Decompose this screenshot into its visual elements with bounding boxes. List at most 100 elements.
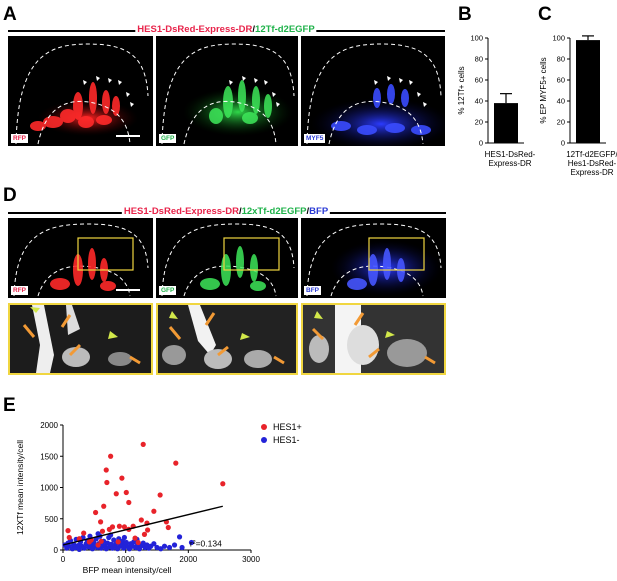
scatter-point-hes1-pos-36 [220,481,226,487]
panel-d-title: HES1-DsRed-Express-DR/12xTf-d2EGFP/BFP [121,206,331,217]
scatter-point-hes1-pos-16 [109,524,116,530]
scatter-point-hes1-pos-18 [115,539,121,545]
chart-b-ytick-label-60: 60 [475,76,483,85]
chart-b-category-line-1: Express-DR [488,159,531,168]
chart-c-category-line-1: Hes1-DsRed- [568,159,617,168]
panel-a-label: A [3,4,17,25]
scatter-point-hes1-pos-11 [101,503,107,509]
micrograph-a-rfp: RFP [8,36,153,146]
micrograph-a-gfp: GFP [156,36,298,146]
scatter-xtick-label-2000: 2000 [179,555,197,564]
chart-c-category-line-0: 12Tf-d2EGFP/ [566,150,617,159]
inset-bfp-art [303,305,444,373]
scatter-point-hes1-pos-1 [66,534,72,541]
inset-bfp-zoom [301,303,446,375]
panel-b-label: B [458,4,472,25]
micrograph-d-bfp-art [306,223,442,297]
chart-b-ytick-label-20: 20 [475,118,483,127]
scatter-point-hes1-pos-32 [157,492,163,498]
tag-bfp: BFP [304,286,321,295]
scatter-point-hes1-pos-7 [95,542,101,548]
chart-c-ytick-label-40: 40 [557,97,565,106]
legend: HES1+ HES1- [261,422,302,445]
inset-rfp-art [10,305,151,373]
scatter-r2-annotation: r²=0.134 [190,538,222,548]
scatter-point-hes1-pos-26 [135,539,141,546]
title-d-egfp: 12xTf-d2EGFP [241,206,307,217]
scatter-ytick-label-1000: 1000 [40,484,58,493]
scatter-point-hes1-neg-72 [121,534,128,541]
scatter-point-hes1-neg-69 [179,544,185,551]
scatter-point-hes1-neg-65 [161,543,168,549]
title-d-sep2: / [306,206,310,217]
bar-chart-b: 0 20 40 60 80 100 % 12Tf+ cells HES1-DsRed-Expr… [457,34,535,169]
chart-c-bar [576,40,600,143]
tag-rfp-a: RFP [11,134,28,143]
scatter-point-hes1-pos-6 [92,509,99,516]
scatter-point-hes1-pos-34 [165,524,171,531]
chart-b-bar [494,103,518,143]
scatter-point-hes1-neg-64 [158,546,164,552]
scatter-point-hes1-pos-19 [116,523,122,529]
chart-c-ytick-label-0: 0 [561,139,565,148]
scatter-point-hes1-neg-74 [95,531,101,537]
scatter-ylabel: 12XTf mean intensity/cell [15,440,25,535]
panel-d-label: D [3,185,17,206]
scatter-ytick-label-0: 0 [54,546,59,555]
bar-chart-c: 0 20 40 60 80 100 % EP MYF5+ cells 12Tf-d2EGFP/… [539,34,617,178]
title-a-egfp: 12Tf-d2EGFP [255,24,315,35]
chart-b-ytick-label-0: 0 [479,139,483,148]
panel-a-title: HES1-DsRed-Express-DR/12Tf-d2EGFP [135,24,317,35]
title-a-dsred: HES1-DsRed-Express-DR [137,24,253,35]
micrograph-d-gfp: GFP [156,218,298,298]
chart-b-ytick-label-100: 100 [470,34,483,43]
scatter-xlabel: BFP mean intensity/cell [83,565,172,575]
scatter-ytick-label-2000: 2000 [40,421,58,430]
chart-b-ytick-label-80: 80 [475,55,483,64]
scatter-xtick-label-0: 0 [61,555,66,564]
micrograph-a-rfp-art [15,43,149,145]
legend-marker-red [261,424,267,430]
chart-c-ytick-label-80: 80 [557,55,565,64]
micrograph-a-myf5: MYF5 [301,36,445,146]
scatter-point-hes1-pos-10 [99,528,106,534]
scatter-fit-line [62,505,223,546]
title-d-bfp: BFP [309,206,329,217]
scatter-xtick-label-1000: 1000 [117,555,135,564]
scatter-point-hes1-pos-25 [132,535,138,541]
scatter-point-hes1-pos-13 [104,479,110,486]
micrograph-a-myf5-art [306,43,445,146]
scatter-point-hes1-neg-70 [188,539,195,546]
scatter-point-hes1-pos-3 [81,530,87,536]
scatter-point-hes1-pos-21 [121,524,128,530]
scatter-point-hes1-neg-66 [166,544,173,551]
micrograph-a-gfp-art [161,43,295,145]
chart-c-ytick-label-60: 60 [557,76,565,85]
scatter-ytick-label-1500: 1500 [40,452,58,461]
inset-rfp-zoom [8,303,153,375]
scatter-point-hes1-pos-17 [113,491,119,497]
legend-item-hes1-pos: HES1+ [261,422,302,432]
scatter-point-hes1-pos-15 [108,453,114,459]
scatter-xtick-label-3000: 3000 [242,555,260,564]
scatter-point-hes1-pos-0 [65,528,71,534]
scatter-point-hes1-neg-67 [171,542,178,548]
chart-b-ylabel: % 12Tf+ cells [457,66,466,114]
tag-myf5: MYF5 [304,134,326,143]
scatter-point-hes1-neg-68 [176,534,183,540]
chart-b-category-line-0: HES1-DsRed- [485,150,535,159]
title-a-sep: / [252,24,256,35]
scatter-point-hes1-pos-37 [141,531,148,537]
tag-gfp-d: GFP [159,286,177,295]
scatter-point-hes1-pos-20 [119,475,125,481]
micrograph-d-bfp: BFP [301,218,446,298]
scatter-point-hes1-pos-9 [98,538,104,544]
chart-c-ytick-label-100: 100 [552,34,565,43]
inset-gfp-zoom [156,303,298,375]
inset-gfp-art [158,305,296,373]
scatter-point-hes1-pos-28 [140,441,146,447]
scatter-chart-e: 0 500 1000 1500 2000 0 1000 2000 3000 BFP mean in… [15,421,260,575]
scatter-point-hes1-pos-30 [145,527,151,533]
title-d-sep1: / [238,206,242,217]
scatter-point-hes1-pos-31 [151,508,157,514]
